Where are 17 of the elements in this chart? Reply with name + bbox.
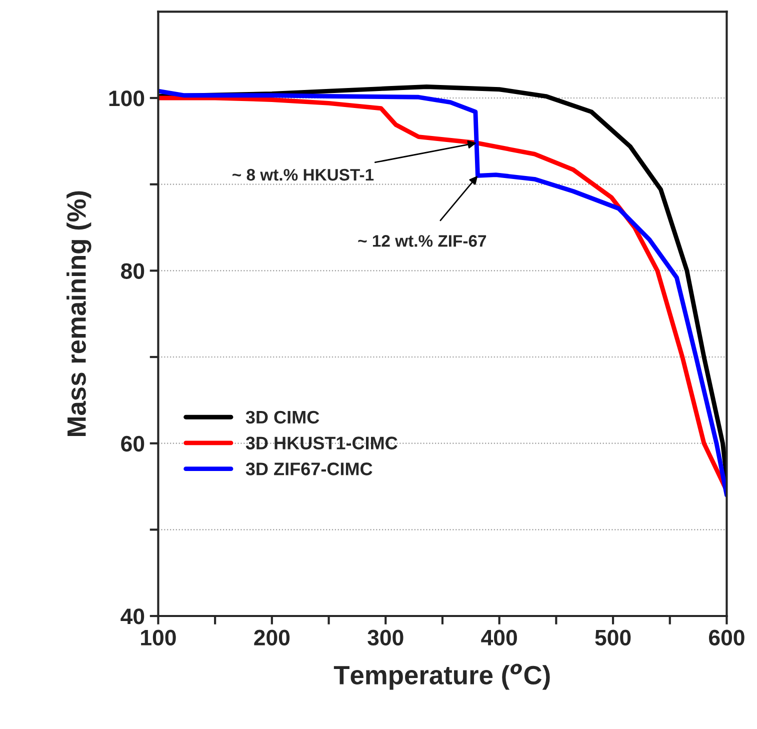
y-tick-label: 60 xyxy=(121,436,144,452)
legend-label: 3D ZIF67-CIMC xyxy=(246,462,372,476)
annotation: ~ 12 wt.% ZIF-67 xyxy=(358,235,486,247)
legend-label: 3D HKUST1-CIMC xyxy=(246,436,398,450)
y-tick-label: 100 xyxy=(109,90,144,106)
x-tick-label: 500 xyxy=(595,630,631,646)
x-tick-label: 200 xyxy=(254,630,290,646)
x-tick-label: 400 xyxy=(481,630,517,646)
annotation: ~ 8 wt.% HKUST-1 xyxy=(232,168,374,181)
x-axis-title: Temperature ($^{o}$C) xyxy=(334,664,550,690)
y-tick-label: 40 xyxy=(120,608,144,624)
x-tick-label: 600 xyxy=(708,630,744,646)
x-tick-label: 100 xyxy=(141,630,176,646)
y-axis-title: Mass remaining (%) xyxy=(66,191,92,436)
legend-label: 3D CIMC xyxy=(246,410,320,424)
y-tick-label: 80 xyxy=(121,263,144,279)
x-tick-label: 300 xyxy=(368,630,404,646)
